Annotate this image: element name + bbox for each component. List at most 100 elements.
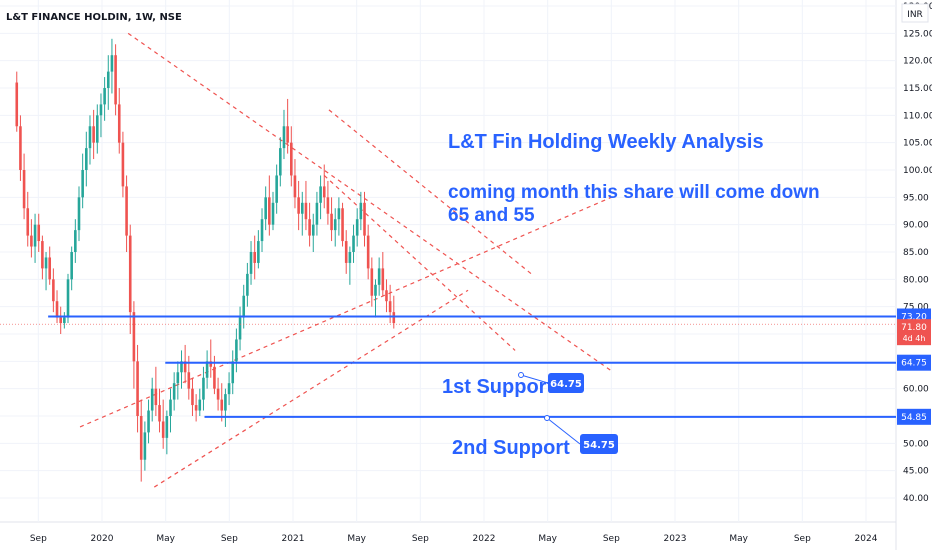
candle-body[interactable] xyxy=(260,219,264,242)
candle-body[interactable] xyxy=(180,361,183,373)
candle-body[interactable] xyxy=(282,126,286,149)
candle-body[interactable] xyxy=(110,55,114,72)
candle-body[interactable] xyxy=(268,197,271,225)
candle-body[interactable] xyxy=(154,388,158,406)
candle-body[interactable] xyxy=(370,268,374,296)
candle-body[interactable] xyxy=(176,372,180,384)
candle-body[interactable] xyxy=(300,202,304,214)
candle-body[interactable] xyxy=(33,224,37,247)
candle-body[interactable] xyxy=(41,241,44,269)
candle-body[interactable] xyxy=(374,284,377,296)
trend-up-upper[interactable] xyxy=(79,196,612,428)
candle-body[interactable] xyxy=(202,377,205,400)
candle-body[interactable] xyxy=(279,148,282,176)
candle-body[interactable] xyxy=(293,175,297,198)
candle-body[interactable] xyxy=(88,126,92,149)
candle-body[interactable] xyxy=(363,202,366,236)
candle-body[interactable] xyxy=(187,372,191,389)
candle-body[interactable] xyxy=(286,126,289,143)
candle-body[interactable] xyxy=(355,219,359,236)
candle-body[interactable] xyxy=(63,317,66,324)
candle-body[interactable] xyxy=(238,317,242,340)
candle-body[interactable] xyxy=(315,202,319,225)
candle-body[interactable] xyxy=(205,361,209,378)
candle-body[interactable] xyxy=(246,273,249,296)
candle-body[interactable] xyxy=(333,219,337,231)
symbol-title[interactable]: L&T FINANCE HOLDIN, 1W, NSE xyxy=(6,12,182,23)
candle-body[interactable] xyxy=(191,388,194,406)
candle-body[interactable] xyxy=(30,235,33,247)
candle-body[interactable] xyxy=(143,432,147,460)
candle-body[interactable] xyxy=(99,104,103,116)
candle-body[interactable] xyxy=(92,126,95,143)
candle-body[interactable] xyxy=(377,268,381,285)
candle-body[interactable] xyxy=(44,257,48,269)
candle-body[interactable] xyxy=(132,312,136,362)
candle-body[interactable] xyxy=(341,208,344,242)
candle-body[interactable] xyxy=(304,202,308,220)
candle-body[interactable] xyxy=(19,126,22,170)
candle-body[interactable] xyxy=(55,301,59,318)
candle-body[interactable] xyxy=(227,383,231,395)
candle-body[interactable] xyxy=(128,235,132,313)
candle-body[interactable] xyxy=(257,241,260,263)
candle-body[interactable] xyxy=(103,88,106,105)
candle-body[interactable] xyxy=(253,252,256,263)
candle-body[interactable] xyxy=(264,197,267,220)
candle-body[interactable] xyxy=(22,170,26,209)
candle-body[interactable] xyxy=(322,186,326,198)
candle-body[interactable] xyxy=(366,235,370,269)
candle-body[interactable] xyxy=(59,317,62,324)
candle-body[interactable] xyxy=(209,361,213,367)
candle-body[interactable] xyxy=(352,235,355,252)
candle-body[interactable] xyxy=(85,148,88,170)
candle-body[interactable] xyxy=(275,175,278,203)
candle-body[interactable] xyxy=(136,361,139,416)
candle-body[interactable] xyxy=(249,252,253,274)
candle-body[interactable] xyxy=(106,71,110,88)
candle-body[interactable] xyxy=(385,290,388,302)
candle-body[interactable] xyxy=(77,197,81,231)
candle-body[interactable] xyxy=(216,388,220,400)
candle-body[interactable] xyxy=(37,224,41,242)
candle-body[interactable] xyxy=(392,312,396,324)
trend-down-upper[interactable] xyxy=(328,109,532,275)
currency-box[interactable] xyxy=(901,3,929,23)
candle-body[interactable] xyxy=(139,416,143,460)
candle-body[interactable] xyxy=(213,366,216,389)
candle-body[interactable] xyxy=(235,339,238,362)
candle-body[interactable] xyxy=(121,142,125,187)
candle-body[interactable] xyxy=(326,197,330,214)
candle-body[interactable] xyxy=(114,55,117,105)
candle-body[interactable] xyxy=(344,241,348,263)
candle-body[interactable] xyxy=(290,142,293,176)
candle-body[interactable] xyxy=(48,257,52,280)
candle-body[interactable] xyxy=(74,230,77,252)
candle-body[interactable] xyxy=(231,361,235,384)
trend-down-lower[interactable] xyxy=(323,175,516,351)
trend-up-lower[interactable] xyxy=(153,289,469,488)
candle-body[interactable] xyxy=(194,405,198,411)
candle-body[interactable] xyxy=(70,252,73,280)
candle-body[interactable] xyxy=(381,268,385,291)
candle-body[interactable] xyxy=(271,202,275,225)
candle-body[interactable] xyxy=(337,208,341,220)
candle-body[interactable] xyxy=(297,197,300,214)
candle-body[interactable] xyxy=(311,224,315,236)
candle-body[interactable] xyxy=(150,388,154,411)
trend-down-long[interactable] xyxy=(127,32,614,373)
candle-body[interactable] xyxy=(165,416,169,438)
candle-body[interactable] xyxy=(242,295,246,318)
candle-body[interactable] xyxy=(359,202,363,220)
candle-body[interactable] xyxy=(125,186,128,236)
candle-body[interactable] xyxy=(117,104,121,143)
candle-body[interactable] xyxy=(319,186,322,203)
candle-body[interactable] xyxy=(81,170,84,198)
candle-body[interactable] xyxy=(169,399,172,416)
candle-body[interactable] xyxy=(26,208,30,236)
candle-body[interactable] xyxy=(308,219,311,236)
candle-body[interactable] xyxy=(161,421,165,438)
candle-body[interactable] xyxy=(388,301,392,313)
candle-body[interactable] xyxy=(95,115,99,143)
